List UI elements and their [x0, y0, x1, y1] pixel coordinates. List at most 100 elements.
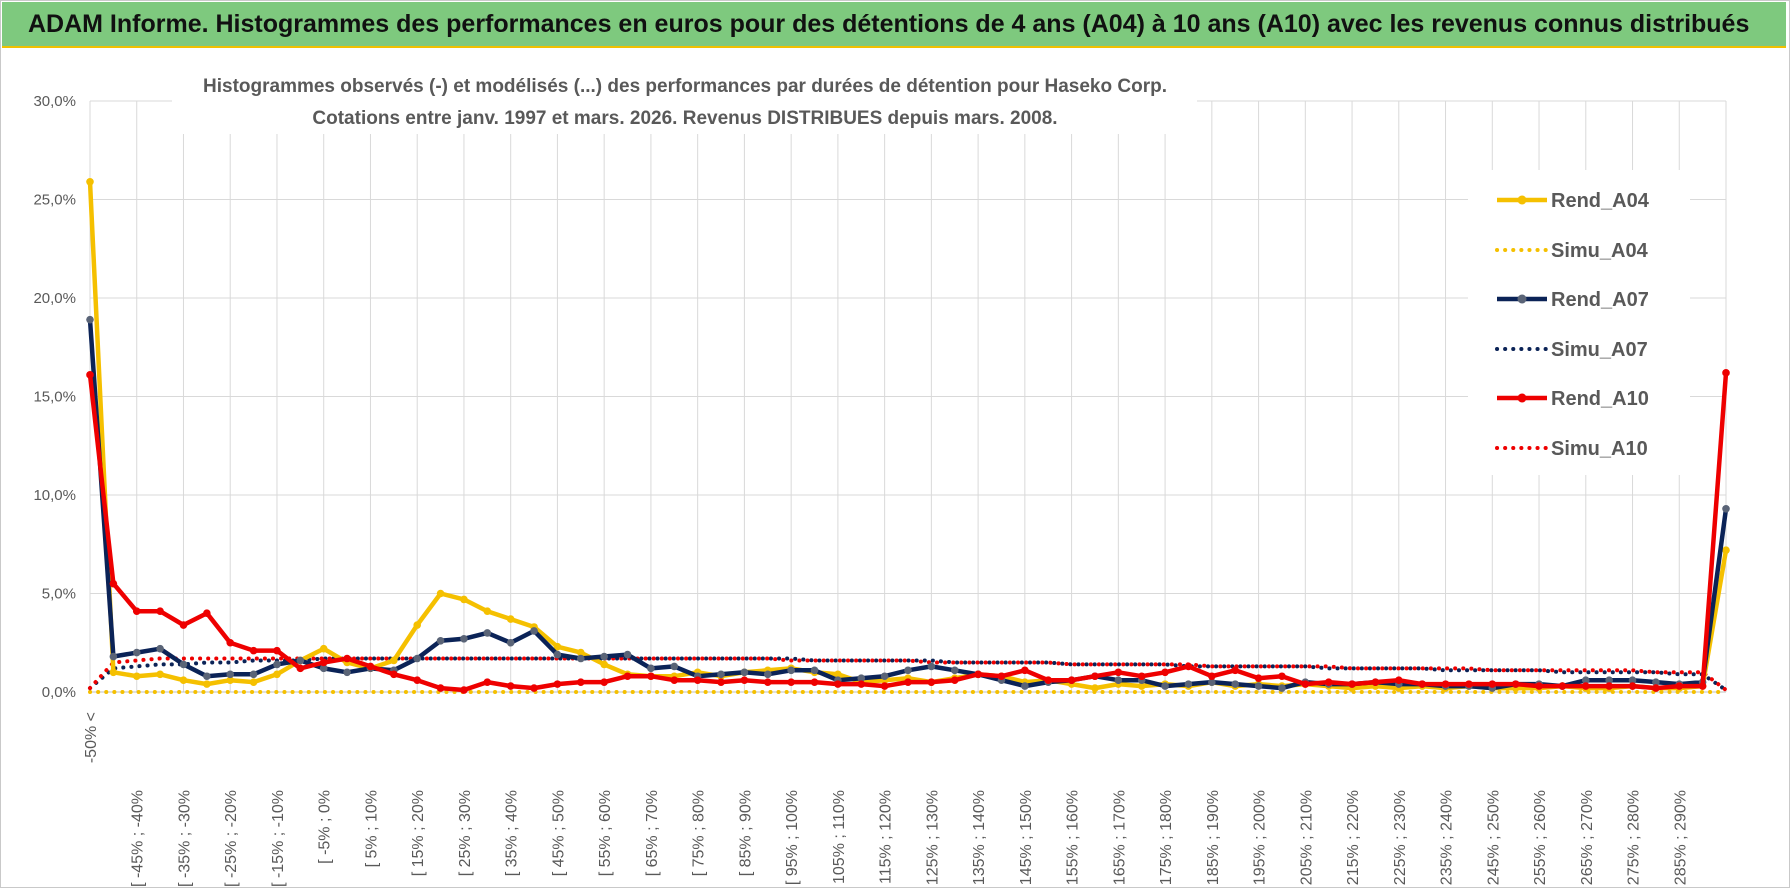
data-point: [132, 607, 141, 616]
x-tick-label: [ 5% ; 10%: [363, 790, 380, 867]
legend-label: Rend_A04: [1551, 190, 1650, 212]
data-point: [1161, 668, 1169, 677]
data-point: [1091, 684, 1099, 692]
x-tick-label: [ 155% ; 160%: [1065, 790, 1082, 888]
data-point: [296, 664, 305, 673]
data-point: [1208, 678, 1216, 686]
data-point: [530, 684, 538, 692]
data-point: [1581, 676, 1590, 684]
series-simu_a07: [88, 656, 1728, 692]
data-point: [1581, 682, 1590, 690]
x-tick-label: [ 245% ; 250%: [1485, 790, 1502, 888]
data-point: [460, 595, 468, 604]
data-point: [1698, 682, 1707, 690]
x-tick-label: [ 225% ; 230%: [1392, 790, 1409, 888]
data-point: [1278, 684, 1286, 692]
data-point: [483, 678, 492, 686]
data-point: [1628, 676, 1637, 684]
data-point: [1628, 682, 1637, 690]
data-point: [203, 609, 211, 617]
data-point: [132, 672, 141, 681]
x-tick-label: [ 185% ; 190%: [1205, 790, 1222, 888]
data-point: [343, 654, 351, 663]
data-point: [623, 650, 632, 659]
data-point: [506, 682, 515, 690]
data-point: [1324, 678, 1333, 686]
data-point: [553, 642, 562, 651]
x-tick-label: [ 85% ; 90%: [737, 790, 754, 876]
x-tick-label: [ 135% ; 140%: [971, 790, 988, 888]
data-point: [1161, 682, 1169, 690]
legend-entry-simu_a07: Simu_A07: [1495, 339, 1648, 361]
banner: ADAM Informe. Histogrammes des performan…: [2, 2, 1786, 48]
data-point: [880, 672, 889, 681]
data-point: [1301, 680, 1310, 688]
data-point: [1395, 676, 1403, 684]
x-tick-label: [ 95% ; 100%: [784, 790, 801, 885]
data-point: [436, 636, 445, 645]
data-point: [249, 646, 258, 655]
data-point: [1254, 674, 1263, 683]
data-point: [553, 680, 562, 688]
data-point: [1091, 672, 1099, 681]
data-point: [179, 621, 188, 629]
legend-label: Rend_A07: [1551, 289, 1649, 311]
data-point: [1231, 666, 1239, 675]
legend-entry-rend_a07: Rend_A07: [1497, 289, 1649, 311]
x-tick-label: [ 105% ; 110%: [831, 790, 848, 888]
data-point: [460, 635, 468, 643]
x-tick-label: [ 235% ; 240%: [1439, 790, 1456, 888]
data-point: [1114, 676, 1123, 684]
data-point: [1722, 504, 1730, 513]
data-point: [413, 654, 422, 663]
y-tick-label: 25,0%: [33, 192, 76, 209]
chart-title-line1: Histogrammes observés (-) et modélisés (…: [203, 76, 1167, 97]
data-point: [1231, 680, 1239, 688]
x-tick-label: [ 115% ; 120%: [878, 790, 895, 888]
x-tick-label: [ 15% ; 20%: [410, 790, 427, 876]
data-point: [787, 678, 795, 686]
data-point: [249, 670, 258, 679]
x-tick-label: -50% <: [83, 712, 100, 763]
data-point: [1278, 672, 1286, 681]
data-point: [1184, 680, 1193, 688]
x-tick-label: [ -35% ; -30%: [176, 790, 193, 887]
data-point: [763, 670, 772, 679]
x-tick-label: [ 55% ; 60%: [597, 790, 614, 876]
data-point: [904, 666, 912, 675]
data-point: [86, 315, 94, 324]
data-point: [156, 607, 164, 616]
data-point: [974, 670, 982, 679]
data-point: [950, 666, 959, 675]
data-point: [1675, 682, 1684, 690]
data-point: [1535, 682, 1543, 690]
data-point: [857, 674, 866, 683]
data-point: [1652, 684, 1660, 692]
data-point: [413, 621, 422, 629]
series-line: [88, 656, 1728, 692]
data-point: [506, 638, 515, 647]
legend-background: [1468, 170, 1690, 475]
x-tick-label: [ 75% ; 80%: [691, 790, 708, 876]
data-point: [273, 670, 281, 679]
x-tick-label: [ 65% ; 70%: [644, 790, 661, 876]
data-point: [530, 627, 538, 635]
data-point: [109, 668, 118, 677]
banner-title: ADAM Informe. Histogrammes des performan…: [28, 10, 1750, 38]
data-point: [1137, 672, 1146, 681]
data-point: [226, 670, 235, 679]
data-point: [483, 629, 492, 637]
data-point: [1208, 672, 1216, 681]
data-point: [810, 666, 819, 675]
data-point: [436, 684, 445, 692]
data-point: [109, 579, 118, 588]
legend-label: Simu_A10: [1551, 438, 1648, 460]
data-point: [693, 676, 702, 684]
data-point: [1021, 666, 1029, 675]
data-point: [1511, 680, 1520, 688]
y-tick-label: 10,0%: [33, 487, 76, 504]
legend-label: Rend_A10: [1551, 388, 1649, 410]
x-tick-label: [ -25% ; -20%: [223, 790, 240, 887]
data-point: [179, 676, 188, 684]
